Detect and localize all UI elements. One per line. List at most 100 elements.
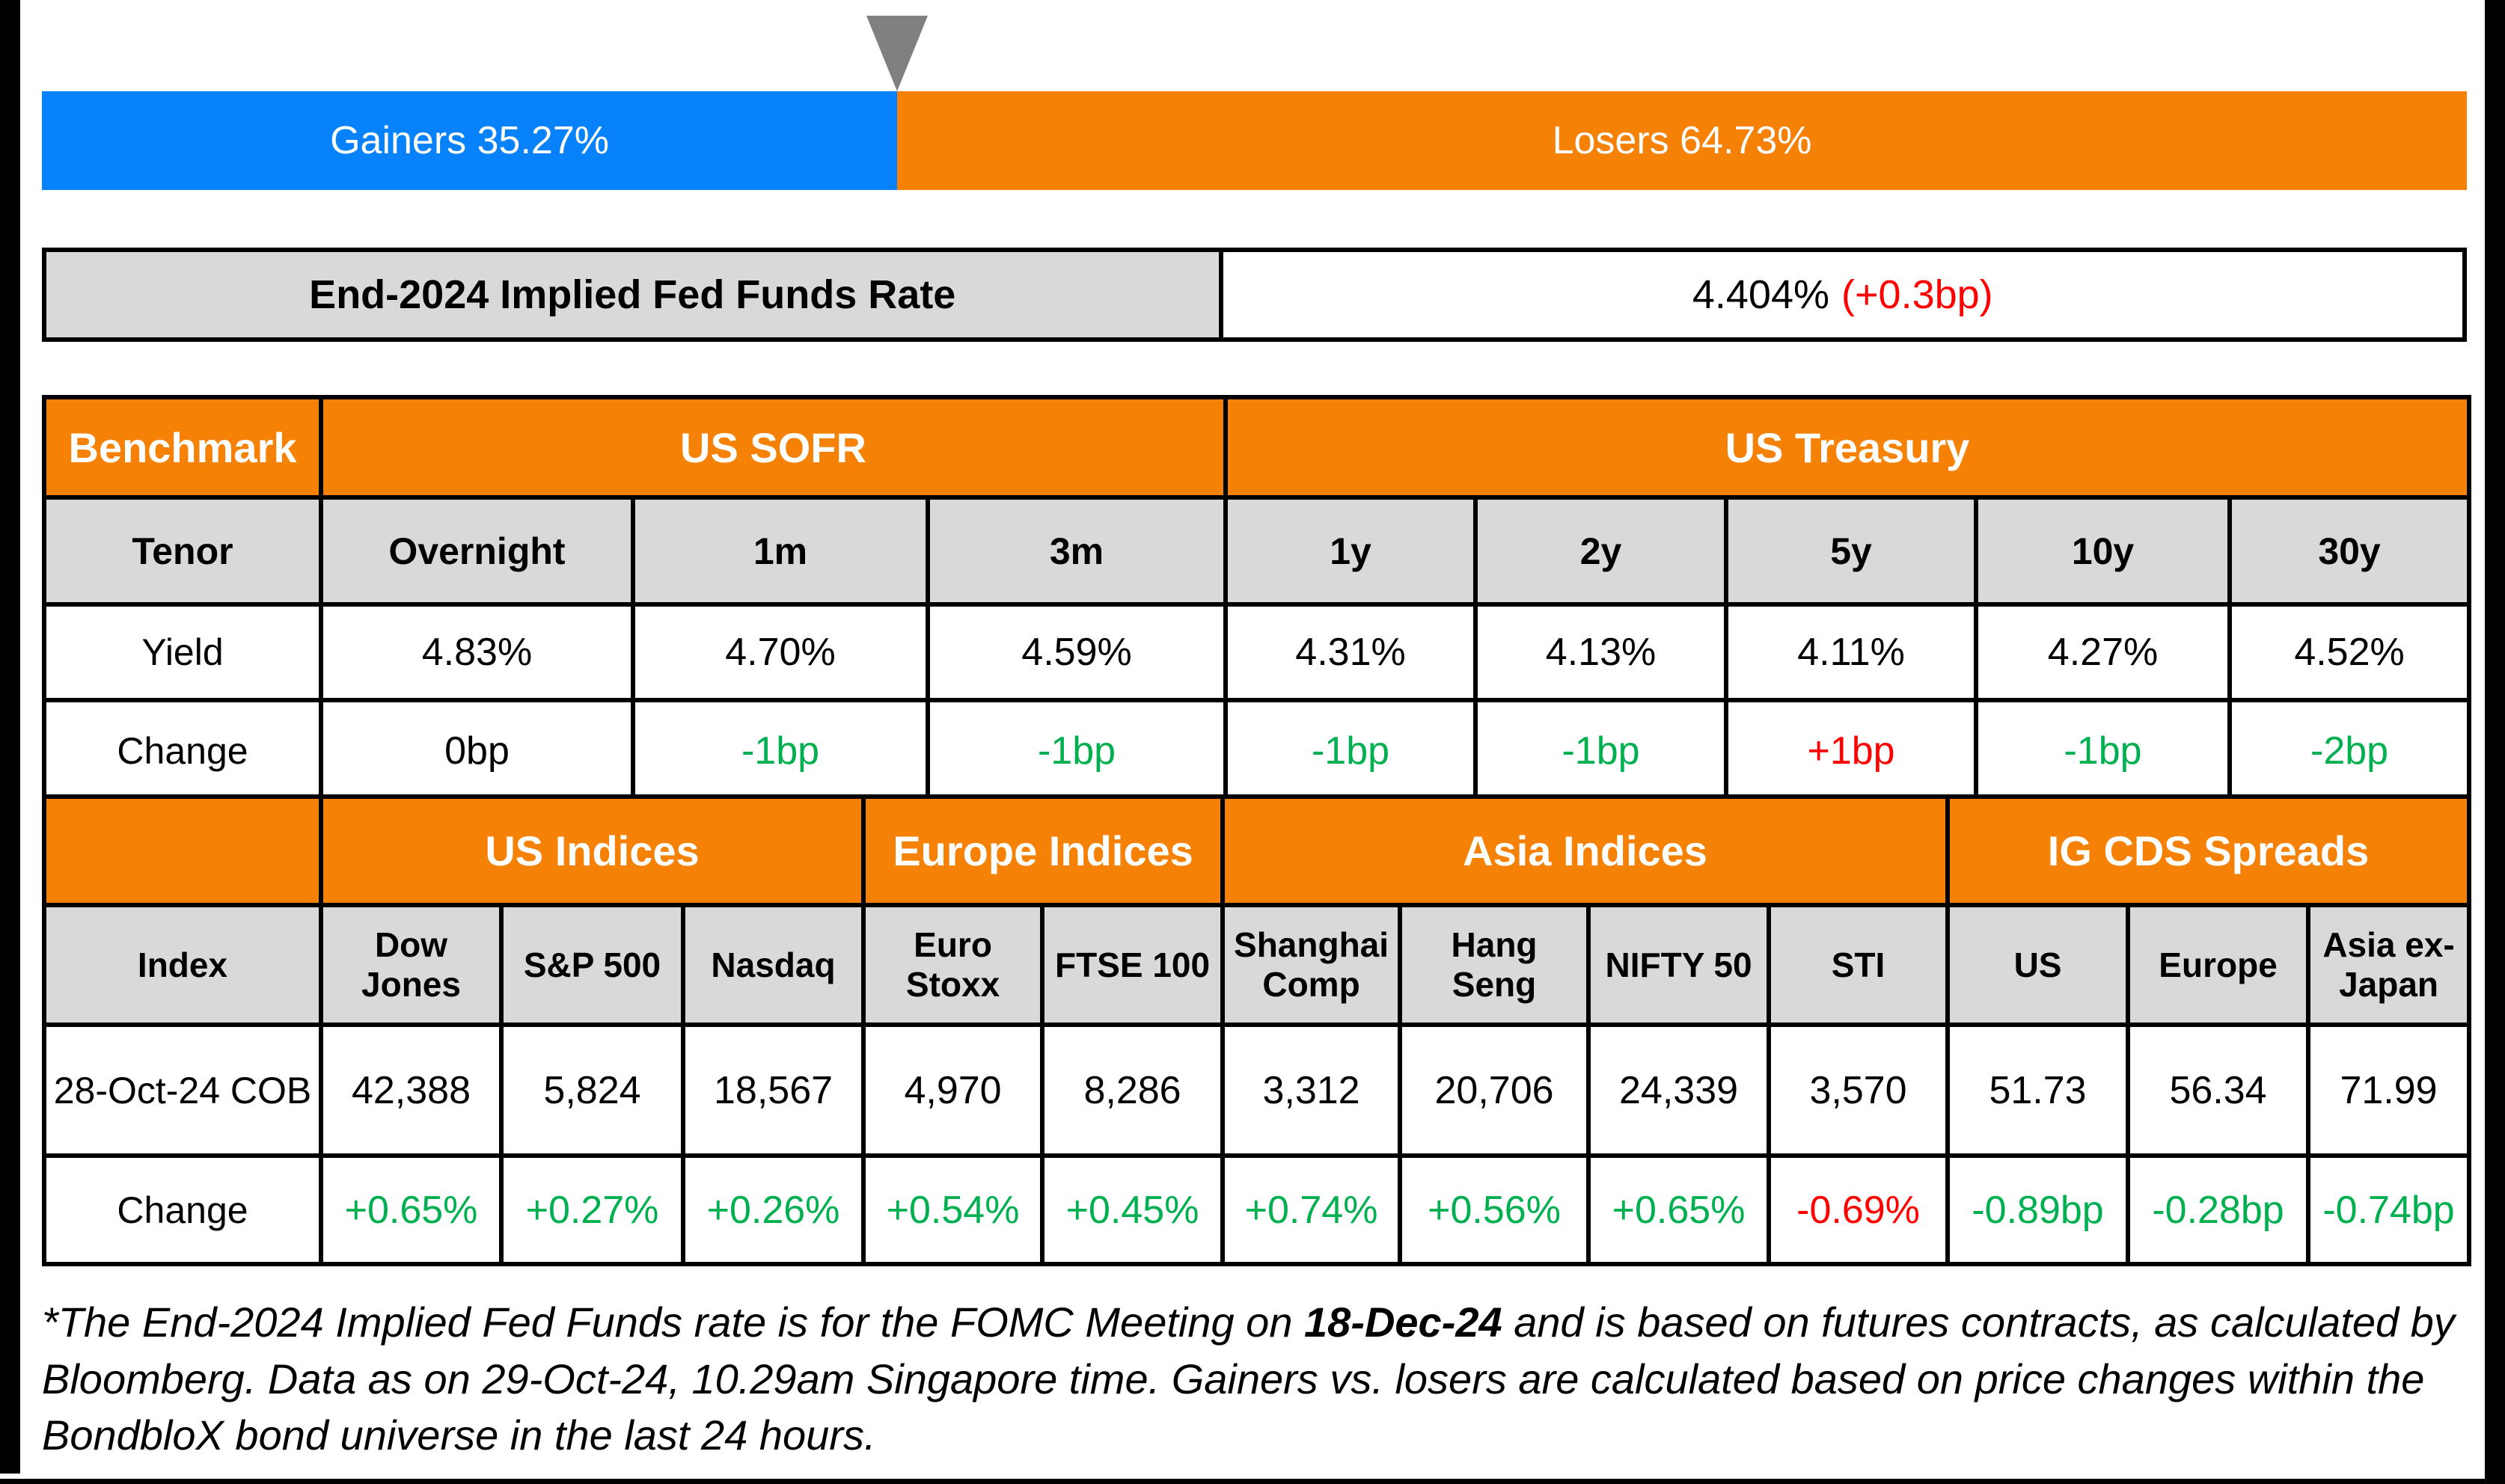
change-cell: -0.89bp [1945, 1153, 2131, 1266]
change-cell: -0.69% [1767, 1153, 1951, 1266]
index-name-cell: Euro Stoxx [861, 903, 1045, 1027]
change-cell: -1bp [925, 698, 1229, 803]
index-name-cell: Europe [2126, 903, 2311, 1027]
change-row-label: Change [42, 1153, 323, 1266]
tenor-cell: Overnight [319, 495, 635, 607]
yield-cell: 4.83% [319, 602, 635, 702]
change-cell: -1bp [1223, 698, 1478, 803]
markets-group-header-row: US Indices Europe Indices Asia Indices I… [42, 794, 2472, 907]
change-cell: -2bp [2227, 698, 2472, 803]
markets-table: US Indices Europe Indices Asia Indices I… [42, 794, 2472, 1266]
yield-cell: 4.52% [2227, 602, 2472, 702]
change-cell: +0.65% [1586, 1153, 1772, 1266]
index-value-cell: 20,706 [1398, 1022, 1591, 1158]
yield-cell: 4.70% [631, 602, 930, 702]
change-cell: +0.74% [1220, 1153, 1403, 1266]
tenor-cell: 1y [1223, 495, 1478, 607]
index-name-cell: NIFTY 50 [1586, 903, 1772, 1027]
change-cell: +0.54% [861, 1153, 1045, 1266]
tenor-row-label: Tenor [42, 495, 323, 607]
change-row-label: Change [42, 698, 323, 803]
tenor-cell: 30y [2227, 495, 2472, 607]
change-cell: -0.28bp [2126, 1153, 2311, 1266]
index-name-cell: US [1945, 903, 2131, 1027]
index-name-cell: S&P 500 [499, 903, 685, 1027]
change-cell: -1bp [1473, 698, 1729, 803]
group-header-us-treasury: US Treasury [1223, 395, 2472, 500]
benchmark-group-header-row: Benchmark US SOFR US Treasury [42, 395, 2472, 500]
index-value-cell: 18,567 [680, 1022, 866, 1158]
index-value-cell: 3,570 [1767, 1022, 1951, 1158]
benchmark-corner-cell: Benchmark [42, 395, 323, 500]
tenor-cell: 1m [631, 495, 930, 607]
group-header-europe-indices: Europe Indices [861, 794, 1226, 907]
screen-edge-right [2485, 0, 2505, 1479]
group-header-us-sofr: US SOFR [318, 395, 1229, 500]
gainers-label: Gainers 35.27% [330, 119, 609, 162]
markets-corner-cell [42, 794, 323, 907]
index-value-cell: 5,824 [499, 1022, 685, 1158]
index-value-cell: 51.73 [1945, 1022, 2131, 1158]
group-header-ig-cds-spreads: IG CDS Spreads [1945, 794, 2472, 907]
fed-funds-change: (+0.3bp) [1841, 272, 1993, 317]
yield-row-label: Yield [42, 602, 323, 702]
gainers-losers-bar: Gainers 35.27% Losers 64.73% [42, 91, 2467, 190]
yield-row: Yield 4.83% 4.70% 4.59% 4.31% 4.13% 4.11… [42, 602, 2472, 702]
gainers-segment: Gainers 35.27% [42, 91, 898, 190]
change-cell: -1bp [631, 698, 930, 803]
yield-cell: 4.27% [1974, 602, 2233, 702]
cob-row-label: 28-Oct-24 COB [42, 1022, 323, 1158]
index-value-cell: 3,312 [1220, 1022, 1403, 1158]
index-header-row: Index Dow Jones S&P 500 Nasdaq Euro Stox… [42, 903, 2472, 1027]
index-value-cell: 24,339 [1586, 1022, 1772, 1158]
index-value-cell: 56.34 [2126, 1022, 2311, 1158]
yield-cell: 4.13% [1473, 602, 1729, 702]
change-cell: +0.26% [680, 1153, 866, 1266]
index-value-cell: 71.99 [2306, 1022, 2472, 1158]
fed-funds-value-cell: 4.404% (+0.3bp) [1223, 252, 2462, 337]
footnote-text-1: *The End-2024 Implied Fed Funds rate is … [42, 1298, 1305, 1346]
footnote-text-2: and is based on futures contracts, as ca… [42, 1298, 2455, 1459]
tenor-header-row: Tenor Overnight 1m 3m 1y 2y 5y 10y 30y [42, 495, 2472, 607]
yield-cell: 4.11% [1724, 602, 1979, 702]
index-value-cell: 42,388 [319, 1022, 504, 1158]
tenor-cell: 10y [1974, 495, 2233, 607]
yield-cell: 4.31% [1223, 602, 1478, 702]
fed-funds-row: End-2024 Implied Fed Funds Rate 4.404% (… [42, 248, 2467, 342]
yield-cell: 4.59% [925, 602, 1229, 702]
index-value-cell: 8,286 [1040, 1022, 1226, 1158]
index-name-cell: Hang Seng [1398, 903, 1591, 1027]
tenor-cell: 3m [925, 495, 1229, 607]
losers-segment: Losers 64.73% [897, 91, 2467, 190]
index-change-row: Change +0.65% +0.27% +0.26% +0.54% +0.45… [42, 1153, 2472, 1266]
change-cell: +0.27% [499, 1153, 685, 1266]
footnote: *The End-2024 Implied Fed Funds rate is … [42, 1294, 2467, 1464]
tenor-cell: 5y [1724, 495, 1979, 607]
change-cell: +1bp [1724, 698, 1979, 803]
index-name-cell: Asia ex- Japan [2306, 903, 2472, 1027]
change-cell: +0.45% [1040, 1153, 1226, 1266]
index-name-cell: FTSE 100 [1040, 903, 1226, 1027]
screen-edge-left [0, 0, 20, 1474]
change-cell: -0.74bp [2306, 1153, 2472, 1266]
index-name-cell: STI [1767, 903, 1951, 1027]
index-row-label: Index [42, 903, 323, 1027]
index-value-cell: 4,970 [861, 1022, 1045, 1158]
change-cell: -1bp [1974, 698, 2233, 803]
yield-change-row: Change 0bp -1bp -1bp -1bp -1bp +1bp -1bp… [42, 698, 2472, 803]
index-name-cell: Dow Jones [319, 903, 504, 1027]
losers-label: Losers 64.73% [1552, 119, 1812, 162]
change-cell: +0.56% [1398, 1153, 1591, 1266]
fed-funds-rate: 4.404% [1692, 272, 1830, 317]
cob-values-row: 28-Oct-24 COB 42,388 5,824 18,567 4,970 … [42, 1022, 2472, 1158]
index-name-cell: Nasdaq [680, 903, 866, 1027]
fed-funds-label: End-2024 Implied Fed Funds Rate [46, 252, 1223, 337]
tenor-cell: 2y [1473, 495, 1729, 607]
down-triangle-icon [866, 16, 928, 91]
change-cell: +0.65% [319, 1153, 504, 1266]
footnote-fomc-date: 18-Dec-24 [1304, 1298, 1502, 1346]
screen-edge-bottom [0, 1479, 2505, 1484]
index-name-cell: Shanghai Comp [1220, 903, 1403, 1027]
group-header-us-indices: US Indices [318, 794, 866, 907]
benchmark-table: Benchmark US SOFR US Treasury Tenor Over… [42, 395, 2472, 803]
